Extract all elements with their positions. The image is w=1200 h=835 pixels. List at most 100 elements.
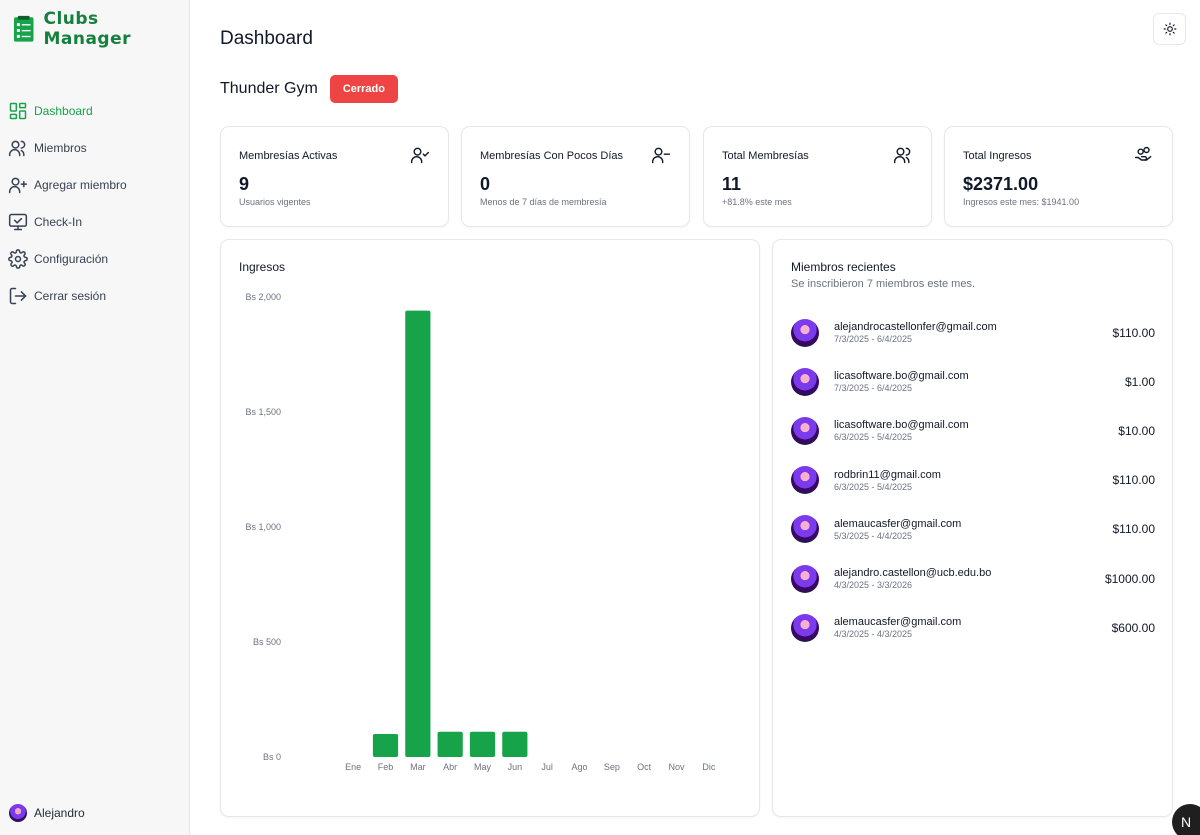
bar-abr[interactable] [437, 731, 463, 757]
member-dates: 4/3/2025 - 4/3/2025 [834, 629, 913, 640]
member-email: alemaucasfer@gmail.com [834, 616, 962, 629]
list-item[interactable]: rodbrin11@gmail.com 6/3/2025 - 5/4/2025 … [791, 456, 1155, 505]
y-tick-label: Bs 1,500 [245, 407, 281, 417]
page-title: Dashboard [220, 28, 313, 49]
status-badge[interactable]: Cerrado [329, 75, 398, 103]
stat-subtext: Menos de 7 días de membresía [480, 197, 607, 207]
hand-coins-icon [1134, 146, 1152, 161]
member-email: alejandro.castellon@ucb.edu.bo [834, 567, 992, 580]
list-item[interactable]: alemaucasfer@gmail.com 5/3/2025 - 4/4/20… [791, 505, 1155, 554]
sidebar-item-configuracion[interactable]: Configuración [8, 240, 183, 277]
y-tick-label: Bs 1,000 [245, 522, 281, 532]
member-email: alejandrocastellonfer@gmail.com [834, 321, 997, 334]
x-tick-label: Oct [637, 762, 652, 772]
stat-subtext: Usuarios vigentes [239, 197, 311, 207]
dev-indicator-badge[interactable]: N [1172, 804, 1200, 835]
gear-icon [8, 248, 28, 269]
sidebar-nav: Dashboard Miembros Agregar miembro Check… [8, 92, 183, 314]
member-dates: 7/3/2025 - 6/4/2025 [834, 334, 913, 345]
list-item[interactable]: alejandrocastellonfer@gmail.com 7/3/2025… [791, 308, 1155, 357]
y-tick-label: Bs 500 [253, 637, 281, 647]
member-amount: $110.00 [1112, 522, 1156, 537]
recent-members-card: Miembros recientes Se inscribieron 7 mie… [772, 239, 1173, 817]
stat-card-income: Total Ingresos $2371.00 Ingresos este me… [944, 126, 1173, 227]
dashboard-icon [9, 102, 27, 119]
sidebar-item-miembros[interactable]: Miembros [8, 129, 183, 166]
y-tick-label: Bs 2,000 [245, 292, 281, 302]
sidebar-item-label: Cerrar sesión [34, 288, 107, 303]
avatar [9, 804, 27, 822]
list-item[interactable]: licasoftware.bo@gmail.com 6/3/2025 - 5/4… [791, 406, 1155, 455]
sidebar-item-label: Check-In [34, 214, 83, 229]
avatar [791, 613, 819, 642]
stat-label: Total Ingresos [963, 150, 1032, 162]
sidebar-item-label: Agregar miembro [34, 177, 127, 192]
stat-label: Membresías Activas [239, 150, 338, 162]
x-tick-label: Jul [541, 762, 553, 772]
member-email: alemaucasfer@gmail.com [834, 517, 962, 530]
stat-card-total: Total Membresías 11 +81.8% este mes [703, 126, 932, 227]
member-dates: 6/3/2025 - 5/4/2025 [834, 481, 913, 492]
income-bar-chart: Bs 0 Bs 500 Bs 1,000 Bs 1,500 Bs 2,000 Ene Feb… [245, 292, 715, 772]
user-name: Alejandro [34, 806, 85, 820]
sidebar-item-check-in[interactable]: Check-In [8, 203, 183, 240]
bar-mar[interactable] [405, 310, 431, 757]
x-tick-label: May [474, 762, 492, 772]
stat-value: 0 [480, 174, 491, 194]
x-tick-label: Ene [345, 762, 361, 772]
x-tick-label: Nov [668, 762, 685, 772]
sidebar-item-agregar-miembro[interactable]: Agregar miembro [8, 166, 183, 203]
avatar [791, 318, 819, 347]
member-amount: $10.00 [1118, 423, 1155, 438]
x-tick-label: Feb [378, 762, 394, 772]
y-tick-label: Bs 0 [263, 752, 281, 762]
stat-card-active: Membresías Activas 9 Usuarios vigentes [220, 126, 449, 227]
theme-toggle-button[interactable] [1153, 13, 1186, 45]
clipboard-logo-icon [13, 15, 34, 42]
income-chart-card: Ingresos Bs 0 Bs 500 Bs 1,000 Bs 1,500 Bs 2,… [220, 239, 760, 817]
member-amount: $600.00 [1111, 620, 1155, 635]
avatar [791, 367, 819, 396]
list-item[interactable]: alejandro.castellon@ucb.edu.bo 4/3/2025 … [791, 554, 1155, 603]
member-dates: 4/3/2025 - 3/3/2026 [834, 580, 913, 591]
sidebar: Clubs Manager Dashboard Miembros Agregar… [0, 0, 190, 835]
stat-label: Membresías Con Pocos Días [480, 150, 624, 162]
list-item[interactable]: licasoftware.bo@gmail.com 7/3/2025 - 6/4… [791, 357, 1155, 406]
list-item[interactable]: alemaucasfer@gmail.com 4/3/2025 - 4/3/20… [791, 603, 1155, 652]
bar-feb[interactable] [372, 734, 399, 757]
brand[interactable]: Clubs Manager [13, 9, 189, 49]
user-plus-icon [8, 177, 28, 193]
recent-members-title: Miembros recientes [791, 260, 896, 274]
app-name: Clubs Manager [43, 9, 132, 49]
x-tick-label: Jun [508, 762, 523, 772]
member-dates: 7/3/2025 - 6/4/2025 [834, 383, 913, 394]
avatar [791, 564, 819, 593]
member-email: rodbrin11@gmail.com [834, 468, 941, 481]
monitor-check-icon [8, 213, 28, 230]
x-tick-label: Dic [702, 762, 715, 772]
bar-jun[interactable] [502, 731, 528, 757]
logout-icon [9, 287, 27, 304]
stat-subtext: Ingresos este mes: $1941.00 [963, 197, 1080, 207]
member-dates: 5/3/2025 - 4/4/2025 [834, 530, 913, 541]
sidebar-item-dashboard[interactable]: Dashboard [8, 92, 183, 129]
x-tick-label: Ago [571, 762, 587, 772]
gym-name: Thunder Gym [220, 80, 318, 97]
member-amount: $1000.00 [1104, 571, 1155, 586]
bar-may[interactable] [469, 731, 496, 757]
gym-header: Thunder Gym Cerrado [220, 75, 398, 103]
sidebar-item-cerrar-sesion[interactable]: Cerrar sesión [8, 277, 183, 314]
x-tick-label: Mar [410, 762, 426, 772]
stat-card-few-days: Membresías Con Pocos Días 0 Menos de 7 d… [461, 126, 690, 227]
chart-title: Ingresos [239, 260, 286, 274]
sidebar-item-label: Miembros [34, 140, 87, 155]
stat-value: 9 [239, 174, 250, 194]
sidebar-item-label: Dashboard [34, 103, 93, 118]
avatar [791, 466, 819, 495]
sun-icon [1163, 22, 1176, 36]
member-email: licasoftware.bo@gmail.com [834, 419, 969, 432]
sidebar-item-label: Configuración [34, 251, 109, 266]
user-profile[interactable]: Alejandro [9, 804, 85, 822]
avatar [791, 515, 819, 544]
x-tick-label: Abr [443, 762, 457, 772]
